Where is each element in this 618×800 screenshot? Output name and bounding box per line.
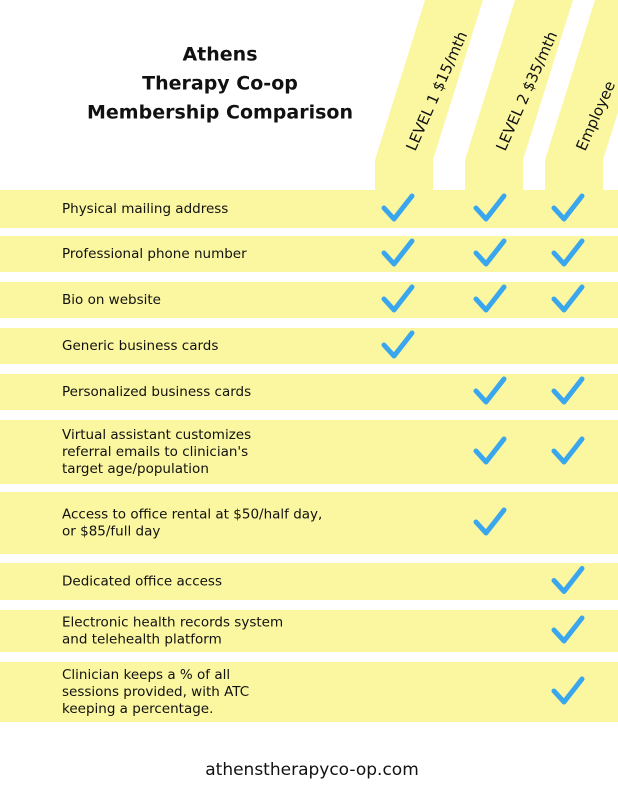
feature-text: Personalized business cards [62, 384, 251, 400]
feature-text: sessions provided, with ATC [62, 684, 249, 700]
feature-text: target age/population [62, 461, 209, 477]
checkmark [381, 193, 415, 222]
row-band [0, 328, 618, 364]
checkmark [551, 566, 585, 594]
row-band [0, 190, 618, 228]
checkmark [551, 238, 585, 267]
column-band [545, 0, 618, 190]
column-band [375, 0, 483, 190]
row-band [0, 563, 618, 600]
feature-text: Access to office rental at $50/half day, [62, 507, 322, 523]
row-band [0, 282, 618, 318]
row-band [0, 492, 618, 554]
checkmark [473, 193, 507, 222]
checkmark [473, 376, 507, 405]
footer-url: athenstherapyco-op.com [205, 760, 419, 780]
checkmark [381, 330, 415, 359]
checkmark [381, 284, 415, 313]
feature-text: Physical mailing address [62, 201, 228, 217]
feature-text: Generic business cards [62, 338, 218, 354]
checkmark [473, 436, 507, 465]
checkmark [551, 676, 585, 705]
feature-text: Virtual assistant customizes [62, 427, 251, 443]
feature-text: referral emails to clinician's [62, 444, 248, 460]
checkmark [551, 193, 585, 222]
row-band [0, 420, 618, 484]
title-line: Membership Comparison [87, 102, 353, 124]
title-line: Therapy Co-op [142, 73, 298, 95]
row-band [0, 610, 618, 652]
feature-text: Professional phone number [62, 246, 247, 262]
column-band [465, 0, 573, 190]
row-band [0, 236, 618, 272]
feature-text: Bio on website [62, 292, 161, 308]
checkmark [473, 507, 507, 536]
feature-text: or $85/full day [62, 524, 160, 540]
checkmark [551, 284, 585, 313]
checkmark [551, 436, 585, 465]
checkmark [551, 615, 585, 644]
row-band [0, 374, 618, 410]
checkmark [551, 376, 585, 405]
feature-text: Electronic health records system [62, 615, 283, 631]
feature-text: and telehealth platform [62, 632, 222, 648]
checkmark [473, 284, 507, 313]
checkmark [473, 238, 507, 267]
feature-text: Clinician keeps a % of all [62, 667, 230, 683]
row-band [0, 662, 618, 722]
feature-text: Dedicated office access [62, 574, 222, 590]
checkmark [381, 238, 415, 267]
feature-text: keeping a percentage. [62, 701, 213, 717]
title-line: Athens [182, 44, 257, 66]
